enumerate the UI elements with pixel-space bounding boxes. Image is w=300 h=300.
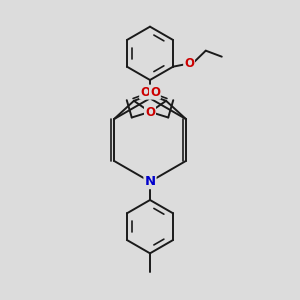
Text: O: O: [145, 106, 155, 119]
Text: O: O: [150, 86, 160, 99]
Text: O: O: [145, 106, 155, 119]
Text: N: N: [144, 175, 156, 188]
Text: O: O: [184, 57, 194, 70]
Text: O: O: [140, 86, 150, 99]
